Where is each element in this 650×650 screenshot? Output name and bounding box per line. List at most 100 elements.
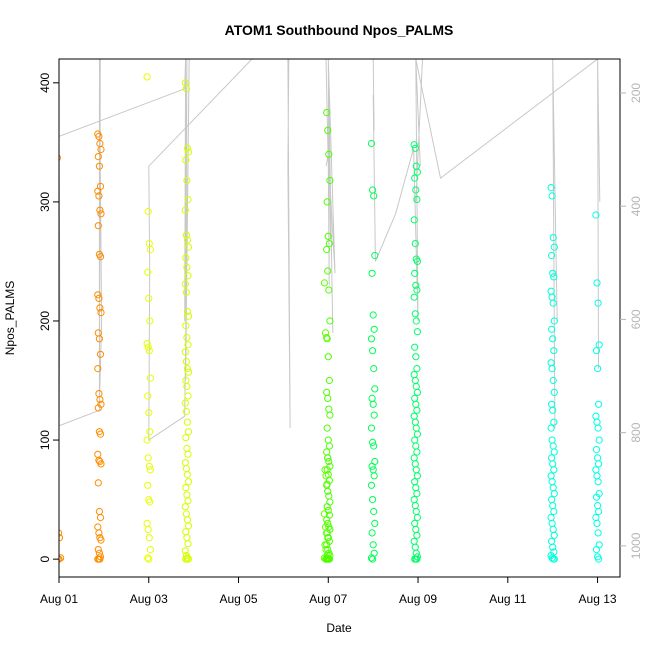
data-point: [95, 529, 103, 537]
data-point: [412, 507, 420, 516]
data-point: [96, 430, 105, 438]
y-tick-label: 200: [38, 311, 52, 331]
data-point: [182, 528, 190, 536]
y2-tick-label: 400: [629, 196, 643, 216]
y-tick-label: 100: [38, 430, 52, 450]
data-point: [413, 365, 421, 373]
data-point: [594, 454, 602, 462]
data-point: [184, 478, 193, 486]
data-point: [413, 388, 421, 396]
data-point: [411, 310, 419, 318]
data-point: [550, 273, 558, 281]
data-point: [181, 399, 189, 407]
data-point: [594, 299, 602, 307]
data-point: [592, 513, 600, 522]
data-point: [182, 357, 190, 366]
data-point: [594, 424, 602, 432]
data-point: [411, 376, 419, 385]
data-point: [182, 231, 190, 239]
data-point: [413, 257, 421, 265]
y2-tick-label: 600: [629, 309, 643, 329]
data-point: [323, 335, 331, 343]
data-point: [594, 529, 602, 537]
x-tick-label: Aug 07: [309, 592, 347, 606]
data-point: [549, 502, 557, 510]
data-point: [183, 534, 191, 542]
data-point: [550, 317, 558, 325]
data-point: [410, 216, 418, 224]
data-point: [96, 253, 105, 261]
data-point: [184, 312, 193, 320]
data-point: [145, 555, 153, 563]
data-point: [183, 382, 191, 391]
trace-line: [59, 59, 103, 560]
data-point: [184, 450, 192, 458]
data-point: [592, 493, 601, 501]
data-point: [323, 516, 331, 524]
data-point: [370, 442, 378, 450]
data-point: [94, 365, 102, 373]
data-point: [549, 460, 557, 468]
data-point: [324, 436, 332, 444]
data-point: [94, 153, 102, 161]
data-point: [550, 531, 558, 539]
data-point: [182, 156, 190, 164]
data-point: [549, 299, 557, 307]
data-point: [184, 243, 193, 251]
data-point: [182, 322, 190, 330]
data-point: [94, 404, 102, 412]
data-point: [370, 507, 378, 516]
data-point: [146, 466, 154, 474]
data-point: [94, 479, 102, 487]
y-axis: 0 100 200 300 400: [38, 72, 59, 562]
data-point: [411, 343, 419, 351]
y2-tick-label: 800: [629, 422, 643, 442]
data-point: [183, 555, 191, 563]
data-point: [183, 334, 191, 342]
data-point: [413, 168, 421, 176]
data-point: [182, 254, 190, 262]
data-point: [593, 279, 601, 287]
data-point: [550, 243, 558, 251]
data-point: [550, 466, 558, 474]
data-point: [97, 460, 105, 468]
data-point: [371, 385, 379, 393]
data-point: [325, 405, 333, 413]
data-point: [412, 186, 420, 194]
data-point: [324, 232, 332, 240]
data-point: [324, 454, 332, 462]
data-point: [547, 287, 555, 295]
data-point: [184, 341, 192, 349]
data-point: [370, 192, 378, 200]
data-point: [182, 407, 190, 416]
data-point: [96, 206, 104, 214]
data-point: [369, 555, 377, 563]
data-point: [369, 496, 377, 504]
data-point: [323, 109, 331, 117]
data-point: [97, 536, 105, 544]
data-point: [95, 294, 103, 302]
data-point: [96, 304, 104, 312]
data-point: [184, 497, 192, 505]
data-point: [324, 546, 332, 554]
data-point: [94, 546, 102, 554]
data-point: [412, 525, 420, 534]
data-point: [411, 240, 419, 248]
data-point: [326, 176, 334, 185]
trace-line: [372, 59, 424, 322]
data-point: [410, 412, 418, 420]
y2-tick-label: 200: [629, 83, 643, 103]
data-point: [184, 392, 192, 400]
data-point: [183, 236, 191, 244]
data-point: [367, 554, 376, 562]
trace-line: [415, 59, 601, 429]
data-point: [183, 516, 191, 524]
data-point: [411, 460, 419, 468]
data-point: [369, 400, 377, 408]
data-point: [595, 436, 603, 444]
data-point: [181, 348, 189, 356]
data-point: [94, 291, 102, 299]
data-point: [324, 487, 332, 495]
data-point: [369, 438, 377, 446]
data-point: [592, 546, 601, 554]
